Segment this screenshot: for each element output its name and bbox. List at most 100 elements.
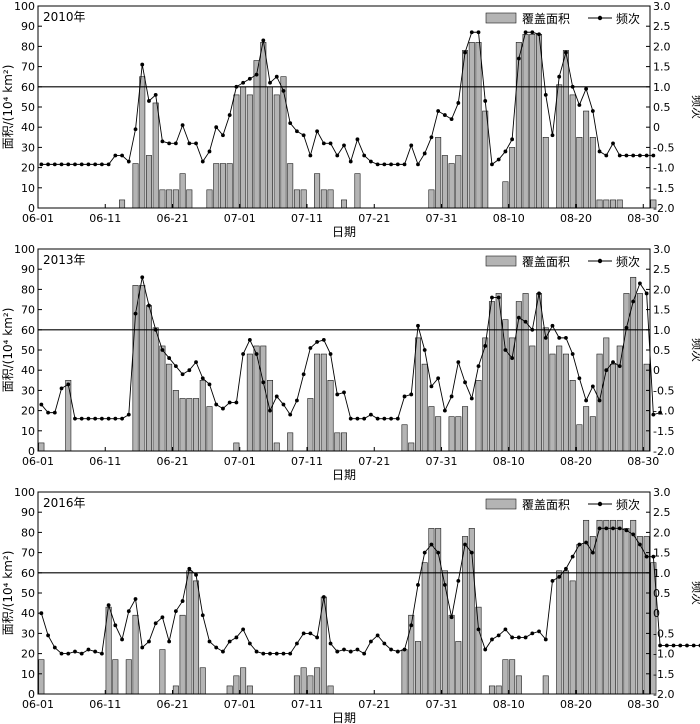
frequency-point	[120, 416, 124, 421]
frequency-point	[106, 603, 111, 608]
frequency-point	[39, 162, 44, 167]
y-left-tick-label: 90	[21, 263, 35, 276]
frequency-point	[126, 159, 131, 164]
frequency-point	[180, 599, 185, 603]
frequency-point	[99, 162, 104, 167]
frequency-point	[631, 532, 636, 537]
frequency-point	[214, 645, 219, 650]
frequency-point	[510, 137, 515, 142]
area-bar	[327, 189, 334, 209]
y-right-tick-label: -1.5	[653, 182, 674, 195]
area-bar	[320, 189, 327, 209]
frequency-point	[301, 372, 306, 377]
y-right-tick-label: 1.5	[653, 304, 671, 317]
x-tick-label: 07-31	[426, 212, 458, 225]
y-right-tick-label: -0.5	[653, 141, 674, 154]
y-left-tick-label: 30	[21, 627, 35, 640]
y-left-tick-label: 70	[21, 61, 35, 74]
legend-line-label: 频次	[616, 498, 640, 512]
frequency-point	[416, 162, 420, 167]
frequency-point	[375, 633, 380, 638]
frequency-point	[113, 153, 118, 158]
x-tick-label: 06-21	[157, 698, 189, 711]
frequency-point	[382, 416, 387, 421]
frequency-point	[281, 402, 286, 407]
frequency-point	[449, 394, 454, 399]
frequency-point	[200, 613, 205, 618]
area-bar	[341, 432, 347, 452]
frequency-line	[41, 31, 654, 166]
y-right-tick-label: 3.0	[653, 0, 671, 13]
chart-title: 2016年	[43, 496, 86, 510]
area-bar	[428, 528, 435, 695]
frequency-point	[570, 352, 575, 356]
area-bar	[455, 155, 462, 209]
frequency-point	[321, 595, 326, 599]
frequency-point	[402, 394, 407, 399]
frequency-point	[671, 643, 676, 648]
frequency-line	[40, 527, 700, 655]
frequency-point	[79, 162, 84, 167]
frequency-point	[617, 364, 622, 369]
frequency-point	[227, 400, 232, 405]
frequency-point	[685, 643, 689, 648]
area-bar	[556, 345, 563, 452]
y-right-tick-label: -2.0	[653, 688, 674, 701]
frequency-point	[362, 416, 367, 421]
area-bar	[159, 189, 166, 209]
area-bar	[589, 416, 596, 452]
frequency-point	[93, 162, 98, 167]
area-bar	[260, 42, 267, 209]
frequency-point	[180, 123, 185, 128]
x-tick-label: 07-21	[358, 212, 390, 225]
y-left-tick-label: 90	[21, 20, 35, 33]
area-bar	[260, 345, 267, 452]
area-bar	[401, 649, 408, 695]
frequency-point	[463, 50, 467, 55]
frequency-point	[147, 303, 151, 308]
area-bar	[509, 659, 516, 695]
y-right-tick-label: 2.5	[653, 20, 671, 33]
y-left-tick-label: 80	[21, 40, 35, 53]
frequency-point	[113, 623, 118, 628]
frequency-point	[200, 159, 205, 164]
frequency-point	[476, 627, 481, 632]
area-bar	[556, 84, 563, 209]
frequency-point	[295, 398, 299, 403]
area-bar	[515, 675, 522, 695]
area-bar	[636, 293, 643, 452]
frequency-point	[295, 641, 299, 646]
frequency-point	[133, 311, 138, 316]
frequency-point	[160, 615, 165, 620]
frequency-point	[106, 162, 111, 167]
frequency-point	[456, 101, 461, 105]
frequency-point	[429, 135, 434, 140]
frequency-point	[46, 633, 50, 638]
frequency-point	[537, 32, 541, 37]
frequency-point	[328, 352, 333, 356]
frequency-point	[301, 133, 306, 138]
y-right-tick-label: -1.0	[653, 648, 674, 661]
frequency-point	[187, 141, 192, 146]
frequency-point	[550, 323, 555, 328]
frequency-point	[590, 109, 595, 113]
x-tick-label: 07-21	[358, 455, 390, 468]
x-tick-label: 08-30	[627, 455, 659, 468]
frequency-point	[315, 635, 319, 640]
frequency-point	[254, 649, 259, 654]
y-right-tick-label: -0.5	[653, 627, 674, 640]
y-right-tick-label: 3.0	[653, 486, 671, 499]
frequency-point	[436, 376, 441, 381]
frequency-point	[523, 319, 528, 324]
area-bar	[334, 432, 341, 452]
area-bar	[240, 667, 247, 695]
legend-line-marker	[597, 258, 603, 264]
frequency-point	[624, 153, 629, 158]
x-tick-label: 07-31	[426, 455, 458, 468]
frequency-point	[46, 410, 50, 415]
frequency-point	[39, 402, 44, 407]
area-bar	[562, 570, 569, 695]
area-bar	[132, 285, 139, 452]
area-bar	[468, 42, 475, 209]
frequency-point	[503, 348, 508, 352]
